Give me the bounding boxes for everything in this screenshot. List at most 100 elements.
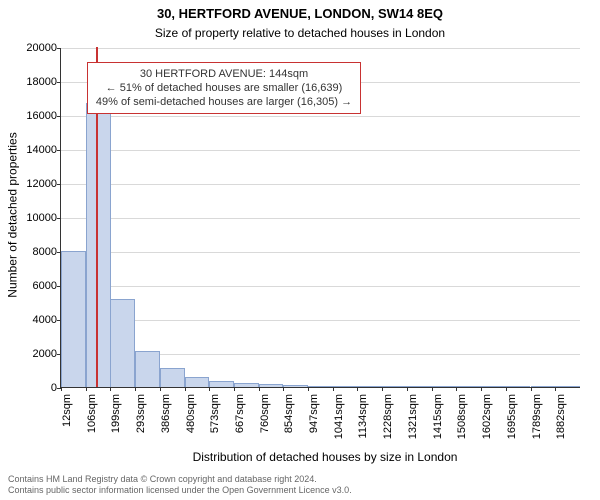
ytick-mark [57,150,61,151]
xtick-mark [506,387,507,391]
ytick-mark [57,116,61,117]
gridline [61,48,580,49]
xtick-label: 480sqm [185,394,197,433]
xtick-mark [481,387,482,391]
ytick-label: 10000 [13,212,57,224]
chart-subtitle: Size of property relative to detached ho… [0,26,600,40]
xtick-label: 1882sqm [555,394,567,439]
xtick-label: 760sqm [259,394,271,433]
ytick-label: 2000 [13,348,57,360]
ytick-label: 20000 [13,42,57,54]
xtick-mark [61,387,62,391]
xtick-mark [382,387,383,391]
histogram-bar [481,386,506,387]
xtick-label: 854sqm [283,394,295,433]
callout-line2: ← 51% of detached houses are smaller (16… [96,81,352,95]
ytick-mark [57,218,61,219]
callout-line3: 49% of semi-detached houses are larger (… [96,95,352,109]
xtick-label: 1508sqm [456,394,468,439]
xtick-mark [357,387,358,391]
gridline [61,184,580,185]
histogram-bar [185,377,210,387]
xtick-mark [555,387,556,391]
gridline [61,116,580,117]
xtick-mark [86,387,87,391]
histogram-bar [432,386,457,387]
xtick-label: 12sqm [61,394,73,427]
histogram-bar [209,381,234,387]
xtick-mark [456,387,457,391]
ytick-label: 4000 [13,314,57,326]
footer-line1: Contains HM Land Registry data © Crown c… [8,474,592,485]
xtick-label: 1041sqm [333,394,345,439]
histogram-bar [382,386,407,387]
xtick-label: 667sqm [234,394,246,433]
xtick-label: 947sqm [308,394,320,433]
xtick-mark [308,387,309,391]
x-axis-label: Distribution of detached houses by size … [60,450,590,464]
gridline [61,218,580,219]
histogram-bar [283,385,308,387]
histogram-bar [407,386,432,387]
ytick-mark [57,82,61,83]
gridline [61,252,580,253]
histogram-bar [160,368,185,387]
ytick-label: 6000 [13,280,57,292]
histogram-bar [86,103,111,387]
histogram-bar [259,384,284,387]
histogram-bar [531,386,556,387]
xtick-mark [432,387,433,391]
histogram-bar [506,386,531,387]
xtick-label: 1415sqm [432,394,444,439]
xtick-mark [234,387,235,391]
xtick-label: 1321sqm [407,394,419,439]
footer-text: Contains HM Land Registry data © Crown c… [8,474,592,496]
histogram-bar [110,299,135,387]
xtick-mark [531,387,532,391]
xtick-label: 199sqm [110,394,122,433]
xtick-mark [333,387,334,391]
gridline [61,150,580,151]
xtick-mark [185,387,186,391]
ytick-mark [57,184,61,185]
callout-box: 30 HERTFORD AVENUE: 144sqm← 51% of detac… [87,62,361,115]
xtick-mark [160,387,161,391]
histogram-bar [333,386,358,387]
xtick-mark [407,387,408,391]
plot-area: 0200040006000800010000120001400016000180… [60,48,580,388]
ytick-label: 12000 [13,178,57,190]
chart-title: 30, HERTFORD AVENUE, LONDON, SW14 8EQ [0,6,600,21]
gridline [61,320,580,321]
ytick-label: 14000 [13,144,57,156]
ytick-mark [57,48,61,49]
histogram-bar [308,386,333,387]
xtick-mark [259,387,260,391]
xtick-mark [135,387,136,391]
chart-container: 30, HERTFORD AVENUE, LONDON, SW14 8EQ Si… [0,0,600,500]
histogram-bar [456,386,481,387]
xtick-mark [110,387,111,391]
xtick-label: 1134sqm [357,394,369,438]
histogram-bar [555,386,580,387]
xtick-label: 1789sqm [531,394,543,439]
footer-line2: Contains public sector information licen… [8,485,592,496]
histogram-bar [234,383,259,387]
histogram-bar [357,386,382,387]
xtick-label: 573sqm [209,394,221,433]
ytick-label: 18000 [13,76,57,88]
histogram-bar [135,351,160,387]
callout-line1: 30 HERTFORD AVENUE: 144sqm [96,67,352,81]
xtick-mark [283,387,284,391]
ytick-label: 0 [13,382,57,394]
xtick-label: 1228sqm [382,394,394,439]
xtick-label: 386sqm [160,394,172,433]
ytick-label: 16000 [13,110,57,122]
histogram-bar [61,251,86,387]
xtick-mark [209,387,210,391]
xtick-label: 106sqm [86,394,98,433]
ytick-label: 8000 [13,246,57,258]
xtick-label: 1695sqm [506,394,518,439]
xtick-label: 293sqm [135,394,147,433]
xtick-label: 1602sqm [481,394,493,439]
gridline [61,286,580,287]
